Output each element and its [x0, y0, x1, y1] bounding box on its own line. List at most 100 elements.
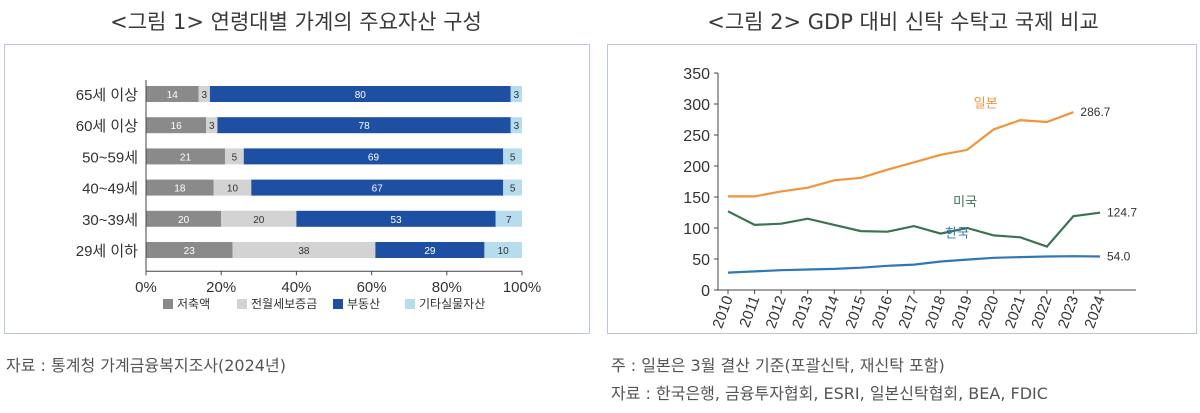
bar-value-label: 5 [510, 184, 516, 195]
bar-segment [206, 117, 218, 134]
trust-gdp-chart-panel: 0 50 100 150 200 250 300 350 2010 2011 2012 2013 201… [607, 44, 1197, 334]
x-tick-label: 2019 [949, 294, 976, 331]
bar-value-label: 16 [171, 121, 183, 132]
series-name-label: 한국 [945, 226, 969, 241]
bar-value-label: 67 [372, 184, 384, 195]
legend-swatch [163, 299, 173, 309]
bar-value-label: 23 [184, 246, 196, 257]
bar-segment [232, 242, 376, 258]
bar-segment [146, 117, 207, 134]
x-tick-label: 2023 [1055, 294, 1082, 331]
bar-value-label: 29 [424, 246, 436, 257]
y-tick-label: 50 [692, 252, 710, 269]
bar-segment [510, 117, 522, 134]
bar-segment [198, 86, 210, 102]
asset-composition-chart-panel: 65세 이상 14 3 80 3 60세 이상 16 3 78 3 50~59세 21 5 69 5 40~4… [4, 44, 590, 334]
x-tick-label: 2011 [736, 294, 763, 330]
bar-segment [213, 179, 252, 196]
bar-segment [209, 86, 511, 102]
series-line [728, 111, 1074, 198]
left-chart-source: 자료 : 통계청 가계금융복지조사(2024년) [6, 356, 286, 375]
bar-segment [146, 148, 225, 165]
series-end-value-label: 286.7 [1080, 105, 1110, 119]
category-label: 40~49세 [82, 181, 138, 198]
bar-segment [224, 148, 244, 165]
bar-segment [146, 242, 233, 258]
x-tick-label: 2024 [1081, 294, 1108, 331]
bar-segment [243, 148, 504, 165]
x-tick-label: 20% [206, 279, 236, 296]
legend-swatch [405, 299, 415, 309]
series-line [727, 210, 1101, 248]
series-end-value-label: 124.7 [1107, 206, 1137, 220]
x-tick-label: 60% [357, 279, 387, 296]
bar-value-label: 3 [209, 121, 215, 132]
x-tick-label: 0% [135, 279, 157, 296]
x-tick-label: 2018 [922, 294, 949, 331]
x-tick-label: 2020 [975, 294, 1002, 331]
category-label: 30~39세 [82, 212, 138, 229]
bar-segment [217, 117, 511, 134]
y-tick-label: 300 [683, 97, 710, 114]
legend-swatch [237, 299, 247, 309]
legend-label: 부동산 [347, 297, 380, 311]
x-tick-label: 2010 [709, 294, 736, 331]
bar-segment [146, 86, 199, 102]
bar-value-label: 78 [359, 121, 371, 132]
right-chart-note: 주 : 일본은 3월 결산 기준(포괄신탁, 재신탁 포함) [611, 356, 945, 375]
bar-value-label: 3 [514, 121, 520, 132]
bar-value-label: 18 [174, 184, 186, 195]
bar-segment [221, 210, 297, 227]
bar-segment [503, 179, 522, 196]
x-tick-label: 2014 [816, 294, 843, 331]
x-tick-label: 80% [432, 279, 462, 296]
right-chart-source: 자료 : 한국은행, 금융투자협회, ESRI, 일본신탁협회, BEA, FD… [611, 384, 1048, 403]
bar-segment [484, 242, 522, 258]
series-name-label: 일본 [974, 95, 998, 110]
category-label: 50~59세 [82, 149, 138, 166]
y-tick-label: 0 [701, 283, 710, 300]
legend-label: 기타실물자산 [419, 297, 485, 311]
x-tick-label: 2017 [895, 294, 922, 331]
bar-segment [510, 86, 522, 102]
series-end-value-label: 54.0 [1107, 250, 1131, 264]
legend-label: 전월세보증금 [251, 297, 317, 311]
x-tick-label: 40% [281, 279, 311, 296]
bar-value-label: 69 [368, 152, 380, 163]
category-label: 60세 이상 [76, 118, 138, 135]
bar-segment [503, 148, 522, 165]
bar-segment [146, 179, 214, 196]
bar-value-label: 7 [506, 215, 512, 226]
series-line [727, 255, 1101, 274]
x-tick-label: 2013 [789, 294, 816, 331]
bar-value-label: 38 [298, 246, 310, 257]
bar-segment [495, 210, 522, 227]
bar-value-label: 3 [514, 90, 520, 101]
legend-swatch [333, 299, 343, 309]
y-tick-label: 100 [683, 221, 710, 238]
bar-value-label: 21 [180, 152, 192, 163]
y-tick-label: 250 [683, 128, 710, 145]
series-name-label: 미국 [953, 194, 977, 209]
x-tick-label: 2021 [1002, 294, 1029, 331]
bar-segment [375, 242, 485, 258]
bar-value-label: 20 [253, 215, 265, 226]
bar-segment [251, 179, 504, 196]
stacked-bar-chart: 65세 이상 14 3 80 3 60세 이상 16 3 78 3 50~59세 21 5 69 5 40~4… [76, 80, 541, 311]
bar-value-label: 10 [498, 246, 510, 257]
x-tick-label: 2012 [763, 294, 790, 331]
bar-value-label: 3 [201, 90, 207, 101]
bar-value-label: 14 [167, 90, 179, 101]
left-chart-title: <그림 1> 연령대별 가계의 주요자산 구성 [110, 10, 482, 34]
bar-value-label: 5 [232, 152, 238, 163]
x-tick-label: 2016 [869, 294, 896, 331]
bar-value-label: 80 [355, 90, 367, 101]
bar-value-label: 5 [510, 152, 516, 163]
y-tick-label: 150 [683, 190, 710, 207]
category-label: 29세 이하 [76, 243, 138, 260]
x-tick-label: 2022 [1028, 294, 1055, 331]
y-tick-label: 350 [683, 66, 710, 83]
y-tick-label: 200 [683, 159, 710, 176]
bar-value-label: 20 [178, 215, 190, 226]
